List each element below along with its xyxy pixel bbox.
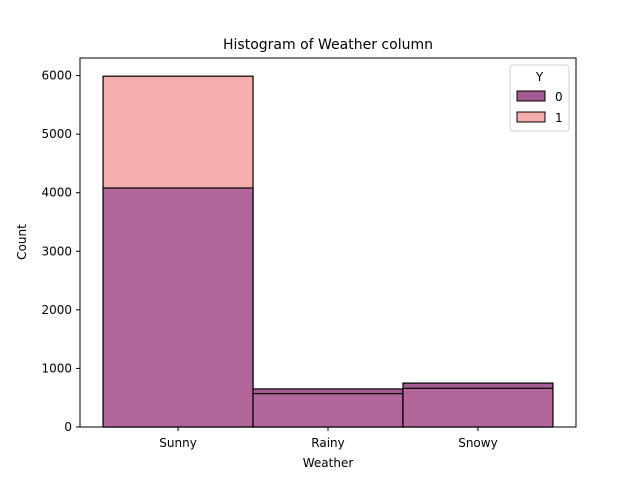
legend-swatch-1 (516, 111, 546, 123)
legend-label-0: 0 (555, 90, 563, 104)
y-tick-label: 3000 (41, 244, 72, 258)
y-axis-ticks: 0 1000 2000 3000 4000 5000 6000 (41, 69, 80, 434)
y-tick-label: 0 (64, 420, 72, 434)
x-axis-ticks: Sunny Rainy Snowy (159, 427, 498, 450)
x-tick-label: Snowy (458, 436, 497, 450)
bar-snowy-series-1 (402, 387, 554, 428)
y-tick-label: 5000 (41, 127, 72, 141)
bar-rainy-series-1 (252, 393, 404, 428)
y-axis-label: Count (15, 224, 29, 260)
y-tick-label: 6000 (41, 69, 72, 83)
y-tick-label: 2000 (41, 303, 72, 317)
y-tick-label: 4000 (41, 186, 72, 200)
x-tick-label: Sunny (159, 436, 197, 450)
bar-sunny-series-0 (102, 187, 254, 428)
plot-frame (79, 57, 577, 428)
x-tick-label: Rainy (311, 436, 344, 450)
legend: Y0 1 (509, 64, 570, 132)
chart-title: Histogram of Weather column (223, 37, 433, 53)
legend-swatch-0 (516, 90, 546, 102)
legend-label-1: 1 (555, 111, 563, 125)
y-tick-label: 1000 (41, 361, 72, 375)
legend-title: Y (535, 70, 544, 84)
x-axis-label: Weather (303, 456, 354, 470)
bars-group (102, 75, 554, 428)
